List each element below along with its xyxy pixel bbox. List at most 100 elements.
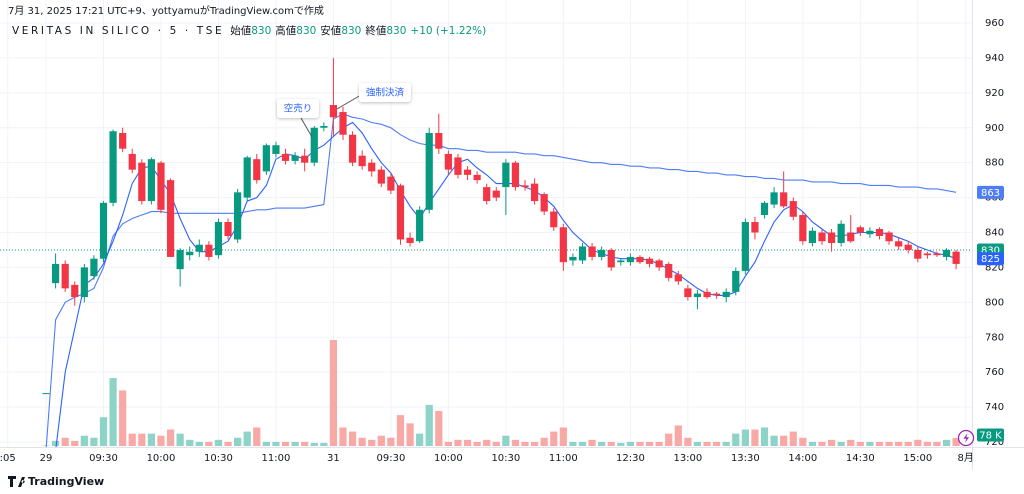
candle-body — [425, 132, 433, 210]
volume-bar — [416, 433, 424, 446]
candle-body — [933, 253, 941, 256]
candle-body — [875, 229, 884, 236]
candle-body — [550, 211, 558, 228]
x-tick-label: 14:00 — [788, 453, 817, 464]
last-price-tag-text: 830 — [981, 245, 1000, 256]
candle-body — [866, 230, 874, 235]
x-tick-label: 8月 — [958, 452, 974, 464]
volume-bar — [214, 439, 223, 446]
ohlc-value: 830 — [251, 25, 271, 37]
volume-bar — [80, 435, 88, 446]
candle-body — [195, 244, 203, 252]
volume-bar — [531, 441, 539, 446]
candle-body — [942, 249, 951, 257]
candle-body — [42, 393, 50, 395]
volume-bar — [511, 439, 520, 446]
volume-tag-text: 78 K — [979, 430, 1002, 441]
x-tick-label: 29 — [40, 453, 53, 464]
y-tick-label: 880 — [985, 158, 1004, 169]
candle-body — [339, 112, 347, 135]
volume-bar — [703, 441, 711, 446]
annotation: 空売り — [277, 99, 319, 138]
volume-bar — [329, 340, 338, 446]
candle-body — [406, 237, 414, 243]
y-tick-label: 820 — [985, 262, 1004, 273]
volume-bar — [272, 441, 280, 446]
volume-bar — [61, 437, 69, 446]
volume-bar — [387, 437, 395, 446]
volume-bar — [521, 441, 529, 446]
volume-bar — [109, 378, 117, 446]
candle-body — [914, 249, 922, 259]
line-price-tag-box — [977, 252, 1004, 266]
volume-bar — [377, 435, 385, 446]
candle-body — [176, 249, 184, 270]
ohlc-label: 安値 — [320, 24, 341, 37]
candle-body — [827, 232, 836, 243]
x-tick-label: 10:00 — [147, 453, 176, 464]
volume-bar — [483, 439, 491, 446]
volume-bar — [320, 442, 328, 446]
volume-bar — [722, 441, 730, 446]
volume-bar — [224, 441, 232, 446]
y-tick-label: 900 — [985, 123, 1004, 134]
volume-bar — [243, 431, 251, 446]
volume-bar — [741, 429, 749, 446]
candle-body — [416, 209, 424, 242]
candle-body — [396, 185, 405, 240]
volume-bar — [856, 441, 864, 446]
candle-body — [665, 263, 673, 278]
volume-bar — [684, 437, 692, 446]
candle-body — [732, 270, 740, 292]
alert-icon[interactable] — [957, 429, 975, 447]
candle-body — [693, 293, 702, 298]
volume-bar — [885, 441, 893, 446]
line-price-tag-box — [977, 185, 1004, 199]
volume-bar — [665, 433, 673, 446]
volume-bar — [90, 437, 98, 446]
line-price-tag-text: 863 — [981, 188, 1000, 199]
volume-bar — [205, 441, 213, 446]
volume-bar — [138, 433, 146, 446]
candle-body — [559, 227, 567, 263]
volume-bar — [952, 437, 960, 446]
volume-bar — [780, 435, 788, 446]
volume-bar — [99, 417, 108, 446]
volume-bar — [358, 437, 366, 446]
candle-body — [147, 159, 155, 202]
volume-bar — [550, 431, 558, 446]
volume-bar — [578, 441, 587, 446]
volume-bar — [837, 441, 845, 446]
x-tick-label: 13:00 — [673, 453, 702, 464]
candle-body — [617, 260, 625, 263]
candle-body — [157, 162, 165, 210]
volume-bar — [128, 433, 136, 446]
symbol: VERITAS IN SILICO · 5 · TSE — [12, 25, 224, 37]
candle-body — [253, 159, 261, 181]
candle-body — [205, 244, 213, 257]
candle-body — [301, 155, 309, 163]
volume-bar — [875, 441, 884, 446]
volume-bar — [789, 431, 797, 446]
volume-bar — [636, 441, 644, 446]
candle-body — [856, 227, 864, 233]
volume-bar — [339, 427, 347, 446]
x-tick-label: 15:00 — [903, 453, 932, 464]
volume-bar — [645, 441, 654, 446]
volume-tag-box — [977, 428, 1004, 442]
volume-bar — [492, 441, 500, 446]
candle-body — [214, 222, 223, 256]
candle-body — [578, 246, 587, 261]
ohlc-label: 高値 — [275, 24, 296, 37]
x-tick-label: 11:00 — [262, 453, 291, 464]
volume-bar — [827, 439, 836, 446]
ohlc-value: 830 — [341, 25, 361, 37]
candle-body — [492, 190, 500, 198]
candle-body — [281, 153, 290, 161]
candle-body — [789, 201, 797, 217]
volume-bar — [760, 427, 769, 446]
volume-bar — [770, 435, 778, 446]
annotation-text: 空売り — [284, 103, 313, 115]
candle-body — [435, 132, 443, 149]
